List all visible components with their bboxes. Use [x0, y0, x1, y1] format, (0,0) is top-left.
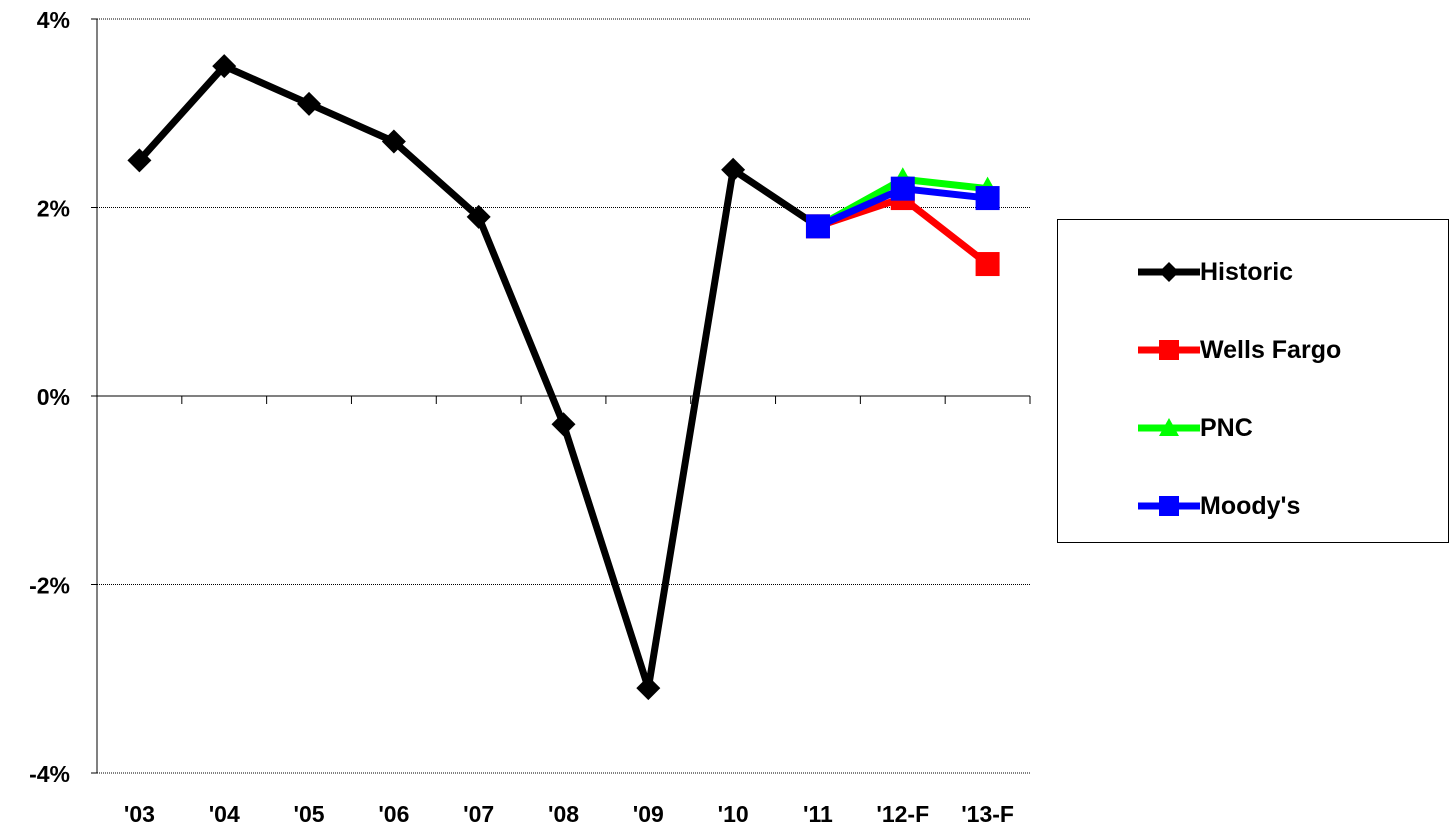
y-tick-label: -2%	[29, 573, 70, 599]
legend: Historic Wells Fargo PNC Moody's	[1057, 219, 1449, 543]
series-historic	[127, 54, 830, 701]
x-tick-label: '07	[463, 801, 494, 827]
series-moody-s	[805, 176, 1000, 239]
legend-item: PNC	[1138, 408, 1253, 448]
data-point	[1159, 418, 1179, 436]
x-tick-label: '08	[548, 801, 579, 827]
legend-swatch	[1138, 340, 1200, 360]
data-point	[297, 91, 322, 116]
gridlines	[97, 18, 1030, 774]
x-tick-label: '09	[633, 801, 664, 827]
legend-label: Wells Fargo	[1200, 335, 1342, 364]
x-tick-label: '04	[209, 801, 240, 827]
legend-item: Historic	[1138, 252, 1293, 292]
data-point	[1159, 496, 1179, 516]
data-point	[212, 54, 237, 79]
data-point	[127, 148, 152, 173]
data-point	[466, 204, 491, 229]
axes	[91, 18, 1031, 774]
legend-label: PNC	[1200, 413, 1253, 442]
data-point	[1159, 340, 1179, 360]
data-point	[805, 214, 830, 239]
data-point	[721, 157, 746, 182]
legend-swatch	[1138, 496, 1200, 516]
data-point	[636, 676, 661, 701]
legend-swatch	[1138, 418, 1200, 436]
x-axis-tick-labels: '03 '04 '05 '06 '07 '08 '09 '10 '11 '12-F '13-F	[124, 801, 1014, 827]
legend-item: Moody's	[1138, 486, 1300, 526]
data-point	[890, 176, 915, 201]
legend-item: Wells Fargo	[1138, 330, 1341, 370]
x-tick-label: '06	[378, 801, 409, 827]
x-tick-label: '10	[718, 801, 749, 827]
x-tick-label: '13-F	[961, 801, 1014, 827]
data-point	[975, 252, 1000, 277]
legend-label: Moody's	[1200, 491, 1301, 520]
y-tick-label: -4%	[29, 761, 70, 787]
x-tick-label: '03	[124, 801, 155, 827]
data-point	[975, 186, 1000, 211]
x-tick-label: '12-F	[876, 801, 929, 827]
x-tick-label: '05	[294, 801, 325, 827]
y-tick-label: 0%	[37, 384, 70, 410]
legend-swatch	[1138, 262, 1200, 282]
legend-label: Historic	[1200, 257, 1294, 286]
data-point	[551, 412, 576, 437]
data-point	[1159, 262, 1179, 282]
y-tick-label: 4%	[37, 7, 70, 33]
series-line	[136, 61, 820, 690]
data-point	[381, 129, 406, 154]
y-tick-label: 2%	[37, 196, 70, 222]
series-lines	[127, 54, 1000, 701]
y-axis-tick-labels: 4% 2% 0% -2% -4%	[29, 7, 70, 787]
x-tick-label: '11	[803, 801, 833, 827]
